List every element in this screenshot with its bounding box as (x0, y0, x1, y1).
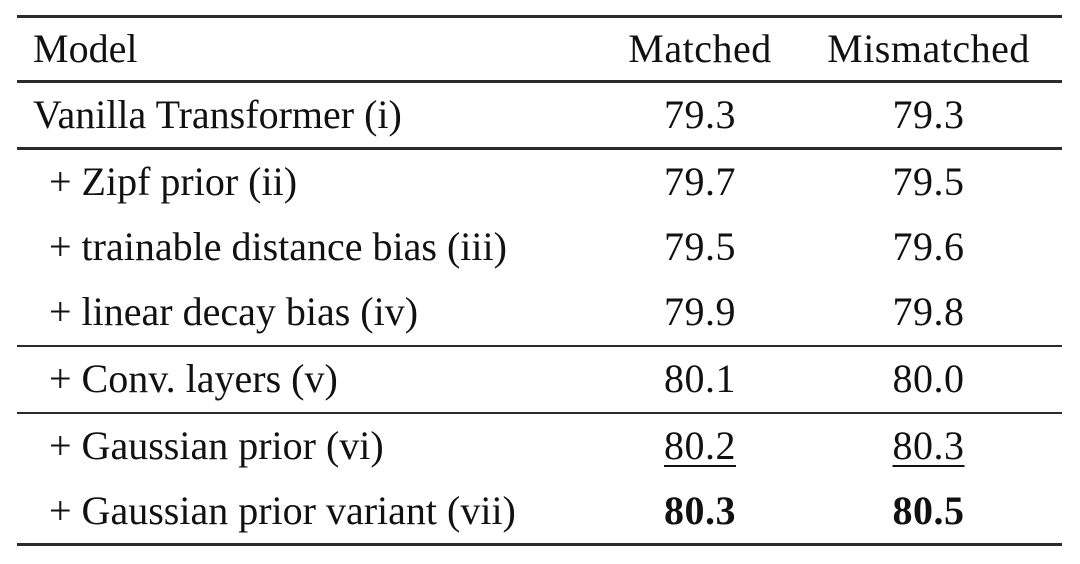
table-row-linear-decay-bias: + linear decay bias (iv) 79.9 79.8 (17, 280, 1062, 345)
model-name: Vanilla Transformer (i) (33, 91, 402, 137)
column-header-mismatched: Mismatched (827, 26, 1030, 71)
mismatched-value: 79.3 (892, 91, 965, 137)
mismatched-value: 80.5 (892, 487, 965, 533)
mismatched-value: 79.6 (892, 224, 965, 269)
column-header-model: Model (33, 26, 138, 71)
table-row-gaussian-prior: + Gaussian prior (vi) 80.2 80.3 (17, 414, 1062, 479)
matched-value: 80.1 (664, 356, 736, 402)
model-name: + Gaussian prior variant (vii) (49, 487, 516, 533)
matched-value: 80.3 (664, 487, 736, 533)
matched-value: 79.5 (664, 224, 736, 269)
matched-value: 79.7 (664, 159, 736, 204)
table-top-rule (17, 15, 1062, 18)
table-row-zipf-prior: + Zipf prior (ii) 79.7 79.5 (17, 150, 1062, 215)
column-header-matched: Matched (628, 26, 772, 71)
table-bottom-rule (17, 543, 1062, 546)
group-divider-rule (17, 344, 1062, 347)
model-name: + linear decay bias (iv) (49, 289, 419, 334)
mismatched-value: 79.8 (892, 289, 965, 334)
group-divider-rule (17, 411, 1062, 414)
mismatched-value: 80.0 (892, 356, 965, 402)
ablation-results-table: Model Matched Mismatched Vanilla Transfo… (17, 15, 1062, 546)
table-row-trainable-distance-bias: + trainable distance bias (iii) 79.5 79.… (17, 215, 1062, 280)
header-row: Model Matched Mismatched (17, 18, 1062, 80)
table-row-vanilla-transformer: Vanilla Transformer (i) 79.3 79.3 (17, 83, 1062, 148)
header-divider-rule (17, 80, 1062, 83)
matched-value: 80.2 (664, 423, 736, 469)
mismatched-value: 80.3 (892, 423, 965, 469)
model-name: + Conv. layers (v) (49, 356, 338, 402)
matched-value: 79.3 (664, 91, 736, 137)
model-name: + Gaussian prior (vi) (49, 423, 384, 469)
table-row-gaussian-prior-variant: + Gaussian prior variant (vii) 80.3 80.5 (17, 479, 1062, 544)
mismatched-value: 79.5 (892, 159, 965, 204)
model-name: + trainable distance bias (iii) (49, 224, 507, 269)
group-divider-rule (17, 147, 1062, 150)
matched-value: 79.9 (664, 289, 736, 334)
table-row-conv-layers: + Conv. layers (v) 80.1 80.0 (17, 347, 1062, 412)
model-name: + Zipf prior (ii) (49, 159, 298, 204)
